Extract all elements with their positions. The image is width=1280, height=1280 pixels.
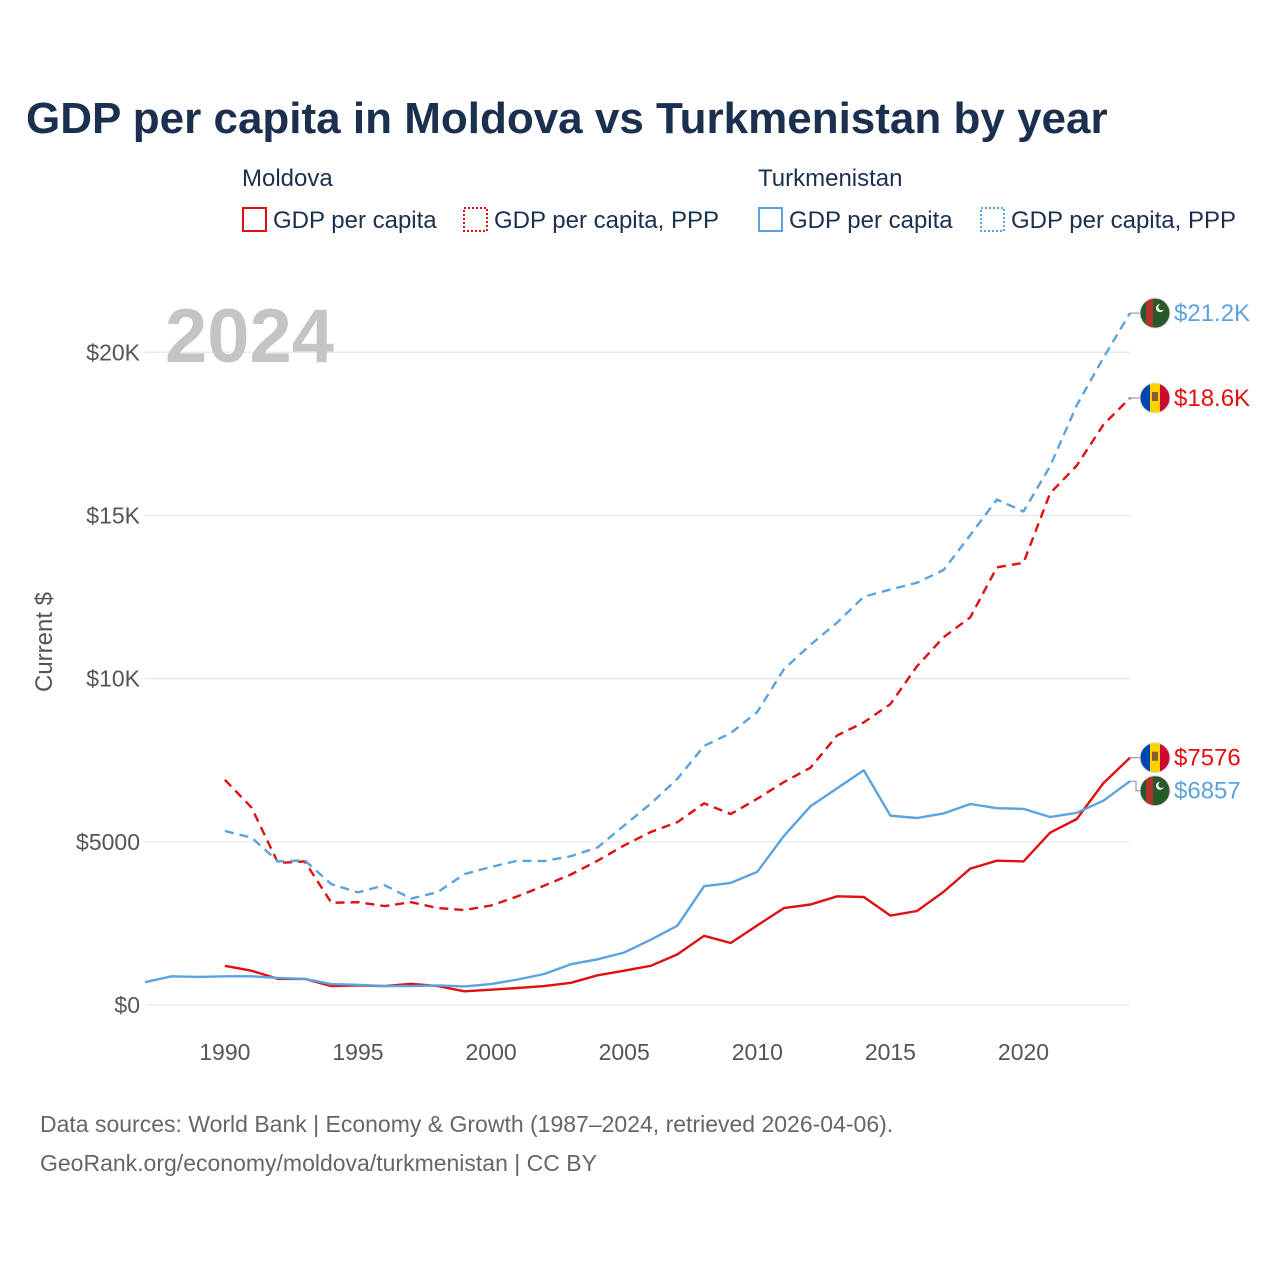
x-tick-label: 2000 <box>465 1039 516 1065</box>
turkmenistan-flag-icon <box>1139 775 1171 807</box>
end-value-label: $7576 <box>1174 745 1241 772</box>
end-labels: $21.2K $18.6K $7576 $6857 <box>1130 297 1250 807</box>
y-tick-label: $20K <box>86 339 140 365</box>
legend-label-turkmenistan-ppp: GDP per capita, PPP <box>1011 207 1236 234</box>
legend-swatch-moldova-gdp <box>242 207 267 232</box>
series <box>144 312 1132 993</box>
chart-title: GDP per capita in Moldova vs Turkmenista… <box>26 94 1108 143</box>
legend-swatch-turkmenistan-gdp <box>758 207 783 232</box>
y-tick-label: $10K <box>86 666 140 692</box>
legend: Moldova GDP per capita GDP per capita, P… <box>242 165 1236 234</box>
x-axis-ticks: 1990 1995 2000 2005 2010 2015 2020 <box>199 1039 1049 1065</box>
x-tick-label: 1990 <box>199 1039 250 1065</box>
x-tick-label: 2015 <box>865 1039 916 1065</box>
legend-label-moldova-ppp: GDP per capita, PPP <box>494 207 719 234</box>
moldova-flag-icon <box>1139 742 1171 774</box>
legend-swatch-moldova-ppp <box>463 207 488 232</box>
y-axis-ticks: $0 $5000 $10K $15K $20K <box>76 339 141 1018</box>
source-line-2: GeoRank.org/economy/moldova/turkmenistan… <box>40 1150 597 1176</box>
legend-group-turkmenistan: Turkmenistan <box>758 165 903 192</box>
end-value-label: $18.6K <box>1174 385 1250 412</box>
turkmenistan-flag-icon <box>1139 297 1171 329</box>
moldova-flag-icon <box>1139 382 1171 414</box>
y-tick-label: $5000 <box>76 829 140 855</box>
y-tick-label: $15K <box>86 502 140 528</box>
series-line <box>224 756 1131 993</box>
grid <box>145 351 1130 1006</box>
legend-label-turkmenistan-gdp: GDP per capita <box>789 207 953 234</box>
end-value-label: $21.2K <box>1174 300 1250 327</box>
series-line <box>224 312 1132 900</box>
series-line <box>224 397 1131 912</box>
source-line-1: Data sources: World Bank | Economy & Gro… <box>40 1111 893 1137</box>
legend-group-moldova: Moldova <box>242 165 333 192</box>
y-tick-label: $0 <box>114 992 140 1018</box>
legend-label-moldova-gdp: GDP per capita <box>273 207 437 234</box>
legend-swatch-turkmenistan-ppp <box>980 207 1005 232</box>
end-label-connector <box>1130 780 1141 792</box>
y-axis-label: Current $ <box>31 592 58 692</box>
end-value-label: $6857 <box>1174 778 1241 805</box>
year-display: 2024 <box>165 294 334 379</box>
series-line <box>144 769 1131 988</box>
x-tick-label: 2020 <box>998 1039 1049 1065</box>
x-tick-label: 2005 <box>599 1039 650 1065</box>
x-tick-label: 2010 <box>732 1039 783 1065</box>
x-tick-label: 1995 <box>332 1039 383 1065</box>
